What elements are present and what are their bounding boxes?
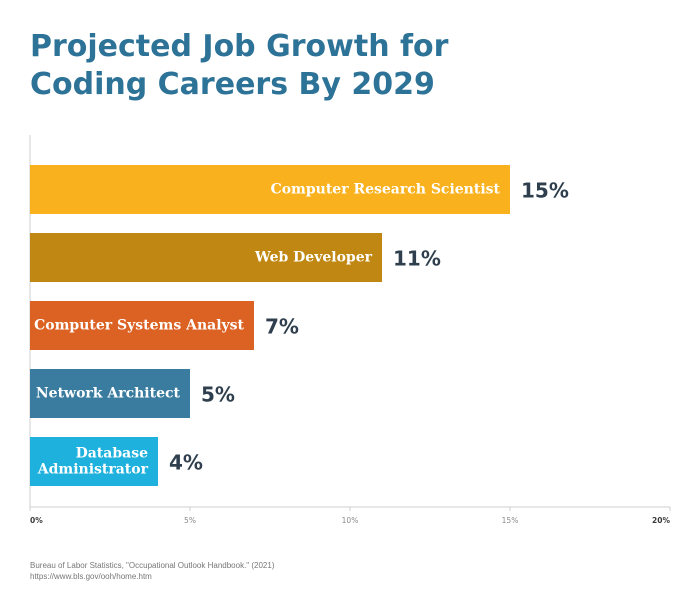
bar [30,369,190,418]
bar-value-label: 15% [521,179,569,203]
source-note: Bureau of Labor Statistics, "Occupationa… [30,560,274,582]
chart-title: Projected Job Growth for Coding Careers … [30,28,590,104]
x-tick-label: 20% [652,516,670,525]
x-tick-label: 0% [30,516,43,525]
bar [30,233,382,282]
bar-category-label: Computer Research Scientist [271,182,501,198]
source-citation: Bureau of Labor Statistics, "Occupationa… [30,561,275,570]
bar-value-label: 5% [201,383,235,407]
x-tick-label: 15% [502,516,519,525]
bar-category-label: Computer Systems Analyst [34,318,244,334]
x-tick-label: 5% [184,516,196,525]
bar [30,301,254,350]
source-url: https://www.bls.gov/ooh/home.htm [30,572,152,581]
bar-category-label: Web Developer [254,250,373,266]
bar-value-label: 7% [265,315,299,339]
chart-title-line-2: Coding Careers By 2029 [30,67,435,102]
bar-category-label: Database [76,446,148,462]
x-tick-label: 10% [342,516,359,525]
bar-category-label: Administrator [37,462,149,478]
bar [30,165,510,214]
bar-value-label: 11% [393,247,441,271]
bar-category-label: Network Architect [36,386,181,402]
chart-title-line-1: Projected Job Growth for [30,29,449,64]
bar-value-label: 4% [169,451,203,475]
bar-chart: Computer Research Scientist 15% Web Develo… [29,135,671,525]
bar [30,437,158,486]
